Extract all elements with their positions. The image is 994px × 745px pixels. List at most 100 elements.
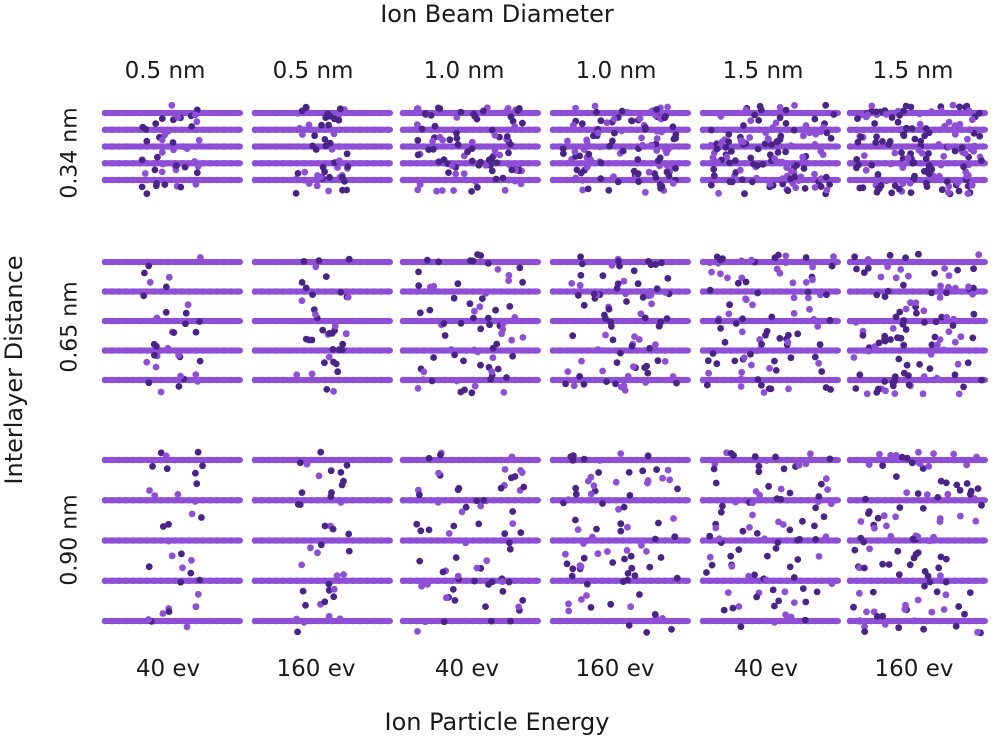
atom: [699, 376, 707, 384]
displaced-atom: [642, 379, 650, 386]
displaced-atom: [519, 597, 527, 604]
atom: [370, 143, 378, 150]
displaced-atom: [163, 465, 171, 473]
atom: [776, 577, 784, 585]
displaced-atom: [921, 318, 928, 326]
atom: [413, 376, 421, 384]
displaced-atom: [446, 136, 454, 144]
atom: [518, 456, 526, 464]
displaced-atom: [436, 133, 444, 141]
displaced-atom: [652, 174, 660, 181]
atom: [234, 258, 242, 266]
atom: [706, 317, 714, 325]
atom: [220, 109, 228, 117]
atom: [220, 496, 228, 504]
atom: [192, 617, 200, 625]
displaced-atom: [670, 515, 677, 522]
atom: [825, 617, 833, 625]
atom: [143, 347, 151, 354]
atom: [612, 456, 620, 464]
atom: [349, 109, 357, 117]
atom: [370, 496, 378, 504]
atom: [171, 376, 179, 384]
displaced-atom: [177, 372, 184, 380]
displaced-atom: [642, 188, 649, 196]
atom: [441, 126, 449, 134]
displaced-atom: [749, 511, 756, 519]
atom: [584, 288, 592, 295]
atom: [846, 258, 854, 266]
atom: [258, 176, 266, 184]
atom: [213, 456, 221, 464]
displaced-atom: [441, 332, 449, 339]
atom: [448, 258, 456, 266]
atom: [525, 456, 533, 464]
displaced-atom: [165, 520, 172, 528]
atom: [286, 109, 294, 117]
atom: [682, 143, 690, 150]
atom: [115, 258, 123, 266]
atom: [192, 456, 200, 464]
displaced-atom: [978, 376, 985, 384]
displaced-atom: [753, 593, 760, 601]
displaced-atom: [344, 293, 352, 301]
atom: [706, 159, 714, 167]
atom: [265, 496, 273, 504]
atom: [605, 456, 613, 464]
atom: [115, 617, 123, 625]
displaced-atom: [334, 368, 342, 376]
displaced-atom: [562, 550, 569, 558]
panel-r2-c4: [549, 253, 691, 394]
atom: [265, 176, 273, 184]
displaced-atom: [896, 112, 903, 119]
displaced-atom: [965, 107, 973, 114]
displaced-atom: [776, 335, 784, 342]
atom: [227, 456, 235, 464]
displaced-atom: [673, 379, 680, 387]
atom: [699, 126, 707, 134]
displaced-atom: [138, 156, 146, 164]
atom: [122, 347, 130, 354]
displaced-atom: [651, 611, 659, 618]
displaced-atom: [639, 141, 646, 149]
displaced-atom: [188, 510, 196, 518]
displaced-atom: [618, 127, 625, 135]
displaced-atom: [787, 354, 795, 362]
atom: [143, 143, 151, 150]
atom: [234, 317, 242, 325]
atom: [612, 143, 620, 150]
displaced-atom: [294, 628, 301, 636]
displaced-atom: [795, 461, 803, 469]
atom: [818, 258, 826, 266]
atom: [363, 496, 371, 504]
displaced-atom: [430, 354, 437, 361]
displaced-atom: [414, 151, 422, 159]
displaced-atom: [591, 102, 599, 110]
atom: [349, 159, 357, 167]
atom: [206, 143, 214, 150]
atom: [525, 537, 533, 544]
atom: [406, 317, 414, 325]
displaced-atom: [583, 592, 590, 599]
displaced-atom: [305, 121, 313, 129]
atom: [185, 577, 193, 585]
atom: [307, 577, 315, 585]
atom: [399, 176, 407, 184]
atom: [150, 143, 158, 150]
atom: [314, 126, 322, 134]
atom: [356, 143, 364, 150]
atom: [286, 288, 294, 295]
displaced-atom: [590, 482, 598, 490]
displaced-atom: [771, 155, 778, 163]
atom: [937, 258, 945, 266]
atom: [427, 617, 435, 625]
displaced-atom: [978, 157, 985, 165]
displaced-atom: [616, 262, 623, 270]
atom: [406, 176, 414, 184]
displaced-atom: [480, 107, 487, 115]
displaced-atom: [746, 524, 753, 531]
atom: [384, 159, 392, 167]
displaced-atom: [712, 524, 720, 532]
atom: [532, 376, 540, 384]
atom: [441, 143, 449, 150]
